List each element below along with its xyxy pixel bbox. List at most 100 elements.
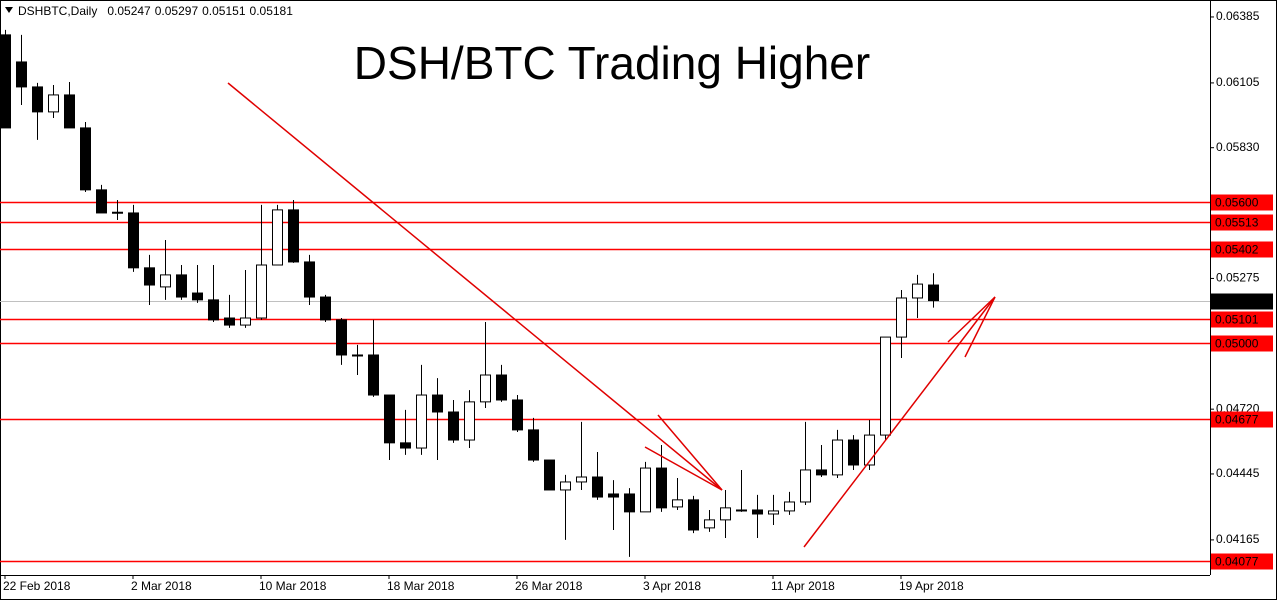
- x-tick-label: 3 Apr 2018: [643, 579, 701, 593]
- candle-body: [448, 411, 459, 441]
- candle-body: [272, 209, 283, 266]
- candle-body: [768, 510, 779, 515]
- candle-body: [496, 374, 507, 401]
- y-tick-label: 0.04445: [1216, 466, 1260, 480]
- x-tick-label: 2 Mar 2018: [131, 579, 192, 593]
- y-tick-label: 0.06105: [1216, 75, 1260, 89]
- trend-line: [803, 296, 996, 548]
- chart-title: DSH/BTC Trading Higher: [354, 37, 870, 89]
- x-tick-label: 22 Feb 2018: [3, 579, 71, 593]
- candle-body: [560, 481, 571, 491]
- candle-body: [464, 401, 475, 441]
- header: DSHBTC,Daily 0.05247 0.05297 0.05151 0.05181: [18, 4, 293, 18]
- candle-body: [928, 284, 939, 302]
- candle-body: [416, 394, 427, 449]
- candle-body: [704, 519, 715, 529]
- candle-body: [656, 467, 667, 509]
- candle-body: [400, 442, 411, 449]
- x-tick-label: 26 Mar 2018: [515, 579, 583, 593]
- candle-body: [304, 261, 315, 298]
- x-tick-label: 10 Mar 2018: [259, 579, 327, 593]
- candle-body: [128, 212, 139, 269]
- candle-body: [352, 354, 363, 357]
- candle-body: [0, 34, 11, 129]
- candle-body: [256, 264, 267, 319]
- candle-body: [64, 94, 75, 129]
- candle-body: [512, 399, 523, 431]
- candle-body: [224, 317, 235, 326]
- candle-body: [832, 439, 843, 476]
- level-label-box: [1211, 335, 1273, 352]
- arrow-head: [964, 296, 996, 358]
- y-tick-label: 0.06385: [1216, 9, 1260, 23]
- candle-body: [896, 297, 907, 338]
- x-tick-label: 18 Mar 2018: [387, 579, 455, 593]
- arrow-head: [657, 414, 723, 491]
- candle-body: [752, 509, 763, 515]
- candle-body: [736, 509, 747, 512]
- level-label-box: [1211, 411, 1273, 428]
- arrow-head: [644, 446, 723, 491]
- symbol: DSHBTC,Daily: [18, 4, 97, 18]
- header-high: 0.05297: [155, 4, 199, 18]
- candle-body: [624, 493, 635, 513]
- level-label-box: [1211, 214, 1273, 231]
- candle-body: [608, 493, 619, 498]
- header-close: 0.05181: [250, 4, 294, 18]
- candle-body: [688, 499, 699, 531]
- candle-body: [784, 501, 795, 512]
- candle-body: [640, 467, 651, 513]
- candle-body: [144, 267, 155, 286]
- level-label-box: [1211, 241, 1273, 258]
- candle-body: [96, 189, 107, 214]
- candle-body: [880, 336, 891, 436]
- candle-body: [528, 429, 539, 461]
- candle-body: [32, 86, 43, 113]
- candle-body: [176, 274, 187, 298]
- candle-body: [208, 299, 219, 321]
- header-open: 0.05247: [107, 4, 151, 18]
- candle-body: [912, 283, 923, 299]
- candle-body: [112, 211, 123, 214]
- candle-body: [800, 469, 811, 503]
- level-label: 0.05101: [1215, 313, 1259, 327]
- candle-body: [288, 209, 299, 263]
- current-price-box: [1211, 293, 1273, 310]
- arrow-head: [947, 296, 996, 343]
- candle-body: [16, 61, 27, 88]
- level-label: 0.05600: [1215, 196, 1259, 210]
- candle-body: [672, 499, 683, 508]
- candle-body: [432, 394, 443, 413]
- candle-body: [720, 507, 731, 521]
- candle-body: [240, 317, 251, 326]
- header-low: 0.05151: [202, 4, 246, 18]
- level-label-box: [1211, 311, 1273, 328]
- level-label: 0.04077: [1215, 555, 1259, 569]
- candle-body: [544, 459, 555, 491]
- y-tick-label: 0.04165: [1216, 532, 1260, 546]
- candle-body: [848, 439, 859, 466]
- candle-body: [320, 296, 331, 321]
- candle-body: [48, 94, 59, 113]
- symbol-menu-icon: [5, 7, 13, 13]
- trend-line: [227, 82, 723, 491]
- x-tick-label: 11 Apr 2018: [771, 579, 835, 593]
- candle-body: [80, 127, 91, 191]
- candle-body: [192, 292, 203, 301]
- x-tick-label: 19 Apr 2018: [899, 579, 964, 593]
- level-label: 0.04677: [1215, 413, 1259, 427]
- candle-body: [592, 476, 603, 498]
- y-tick-label: 0.05275: [1216, 271, 1260, 285]
- candle-body: [368, 354, 379, 396]
- level-label-box: [1211, 194, 1273, 211]
- candle-body: [336, 319, 347, 356]
- current-price-label: 0.05181: [1215, 295, 1259, 309]
- candle-body: [816, 469, 827, 476]
- level-label-box: [1211, 553, 1273, 570]
- y-tick-label: 0.05830: [1216, 140, 1260, 154]
- level-label: 0.05513: [1215, 216, 1259, 230]
- candle-body: [576, 476, 587, 483]
- level-label: 0.05402: [1215, 243, 1259, 257]
